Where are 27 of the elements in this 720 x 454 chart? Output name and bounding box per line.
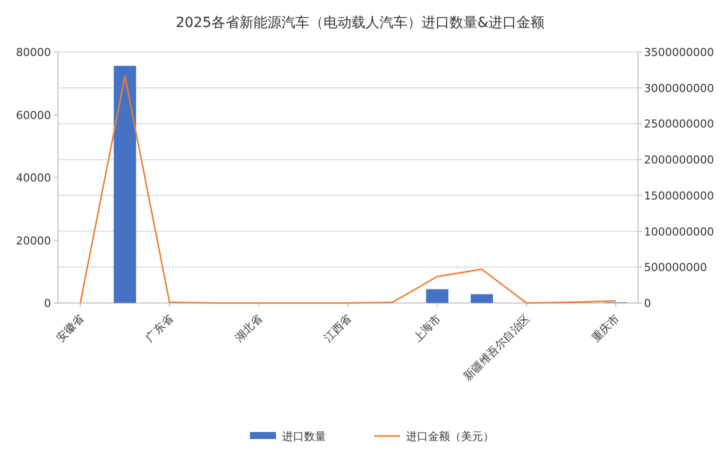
y2-tick-label: 1000000000 (644, 225, 714, 238)
x-tick-label: 重庆市 (589, 312, 622, 344)
bar (114, 66, 136, 303)
y2-tick-label: 3500000000 (644, 46, 714, 59)
y2-tick-label: 0 (644, 297, 651, 310)
legend-label: 进口金额（美元） (406, 430, 494, 443)
x-tick-label: 湖北省 (232, 312, 265, 344)
x-tick-label: 新疆维吾尔自治区 (461, 312, 533, 384)
y-tick-label: 20000 (16, 234, 51, 248)
bar (426, 289, 448, 303)
y2-tick-label: 500000000 (644, 261, 707, 274)
y-tick-label: 60000 (16, 108, 51, 122)
y-tick-label: 80000 (16, 46, 51, 59)
y2-tick-label: 2000000000 (644, 154, 714, 167)
legend-label: 进口数量 (282, 430, 326, 443)
y-tick-label: 40000 (16, 172, 51, 184)
chart-title: 2025各省新能源汽车（电动载人汽车）进口数量&进口金额 (176, 15, 544, 31)
x-tick-label: 安徽省 (54, 312, 86, 344)
bar (470, 294, 493, 303)
line-series (80, 76, 616, 304)
x-tick-label: 广东省 (143, 312, 176, 344)
y2-tick-label: 3000000000 (644, 82, 714, 95)
y-tick-label: 0 (44, 297, 51, 310)
y2-tick-label: 1500000000 (644, 189, 714, 202)
x-tick-label: 江西省 (322, 312, 354, 344)
x-tick-label: 上海市 (410, 312, 444, 344)
y2-tick-label: 2500000000 (644, 118, 714, 131)
